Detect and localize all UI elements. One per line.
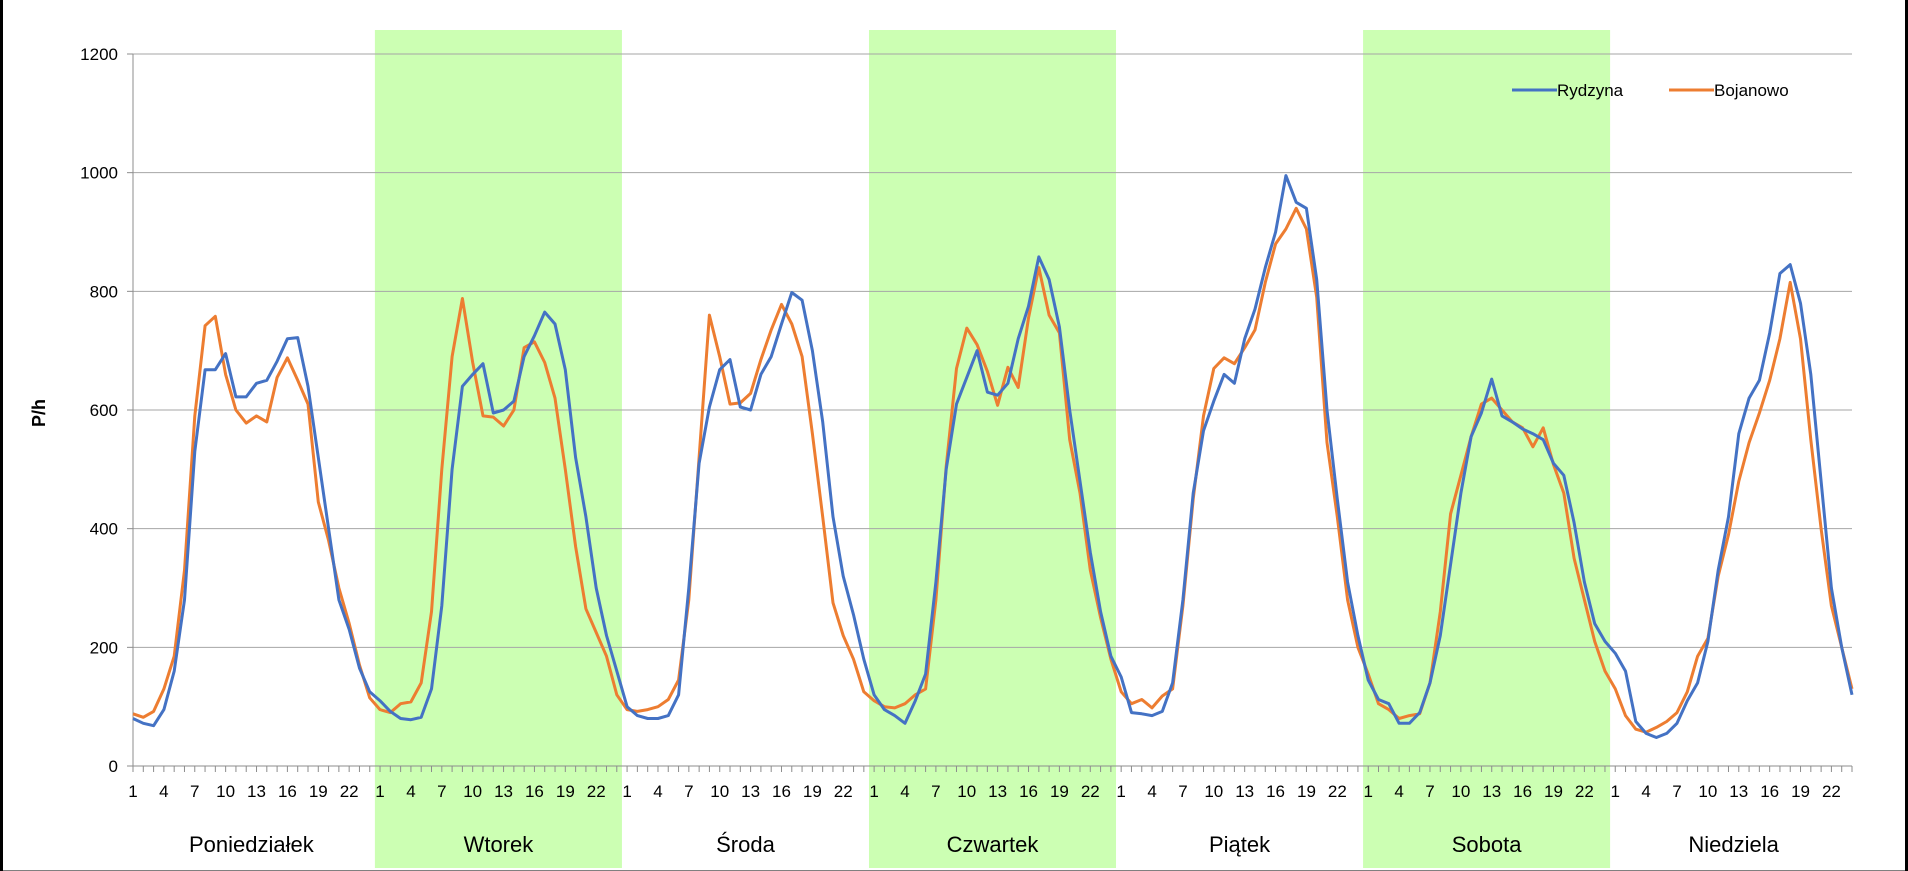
legend-label-rydzyna: Rydzyna	[1557, 81, 1624, 100]
x-tick-label: 13	[494, 782, 513, 801]
x-tick-label: 16	[1266, 782, 1285, 801]
x-tick-label: 22	[1081, 782, 1100, 801]
axes	[127, 53, 1853, 772]
x-tick-label: 4	[159, 782, 168, 801]
day-shade-Sobota	[1363, 30, 1611, 868]
x-tick-label: 1	[1363, 782, 1372, 801]
x-tick-label: 10	[957, 782, 976, 801]
x-tick-label: 19	[1050, 782, 1069, 801]
day-label: Niedziela	[1688, 832, 1779, 857]
x-tick-label: 7	[931, 782, 940, 801]
x-tick-label: 16	[525, 782, 544, 801]
gridlines	[133, 53, 1852, 648]
y-axis-label: P/h	[29, 399, 49, 427]
x-tick-label: 22	[1822, 782, 1841, 801]
y-tick-label: 400	[90, 520, 118, 539]
day-label: Piątek	[1209, 832, 1271, 857]
x-tick-label: 19	[1544, 782, 1563, 801]
day-label: Sobota	[1452, 832, 1522, 857]
x-tick-label: 19	[1297, 782, 1316, 801]
x-tick-label: 7	[1425, 782, 1434, 801]
series-line-bojanowo	[132, 206, 1854, 734]
x-tick-label: 16	[772, 782, 791, 801]
series-lines	[132, 174, 1854, 739]
x-tick-label: 22	[1575, 782, 1594, 801]
y-tick-label: 0	[109, 757, 118, 776]
x-tick-label: 1	[622, 782, 631, 801]
legend-label-bojanowo: Bojanowo	[1714, 81, 1789, 100]
x-tick-label: 7	[437, 782, 446, 801]
y-tick-label: 800	[90, 282, 118, 301]
x-tick-label: 7	[1178, 782, 1187, 801]
x-tick-label: 7	[1672, 782, 1681, 801]
x-tick-label: 7	[190, 782, 199, 801]
x-tick-label: 22	[587, 782, 606, 801]
x-tick-label: 19	[309, 782, 328, 801]
x-tick-label: 7	[684, 782, 693, 801]
y-tick-label: 200	[90, 638, 118, 657]
day-label: Poniedziałek	[189, 832, 315, 857]
x-tick-label: 10	[1204, 782, 1223, 801]
x-tick-label: 19	[803, 782, 822, 801]
y-tick-label: 1200	[80, 45, 118, 64]
axis-labels: 0 200 400 600 800 1000 1200 1 4 7 10 13 16 19 22 Ponied…	[80, 45, 1841, 857]
day-label: Środa	[716, 832, 775, 857]
x-tick-label: 22	[834, 782, 853, 801]
x-tick-label: 10	[710, 782, 729, 801]
x-tick-label: 16	[278, 782, 297, 801]
x-tick-label: 1	[869, 782, 878, 801]
x-tick-label: 4	[1641, 782, 1650, 801]
x-tick-label: 19	[1791, 782, 1810, 801]
x-tick-label: 4	[406, 782, 415, 801]
x-tick-label: 1	[1116, 782, 1125, 801]
x-tick-label: 13	[1482, 782, 1501, 801]
x-tick-label: 4	[1147, 782, 1156, 801]
x-tick-label: 16	[1760, 782, 1779, 801]
x-tick-label: 4	[1394, 782, 1403, 801]
x-tick-label: 13	[988, 782, 1007, 801]
x-tick-label: 10	[463, 782, 482, 801]
x-tick-label: 13	[1235, 782, 1254, 801]
x-tick-label: 19	[556, 782, 575, 801]
x-tick-label: 4	[900, 782, 909, 801]
day-label: Czwartek	[947, 832, 1040, 857]
day-label: Wtorek	[464, 832, 535, 857]
x-tick-label: 10	[1451, 782, 1470, 801]
x-tick-label: 16	[1019, 782, 1038, 801]
x-tick-label: 4	[653, 782, 662, 801]
x-tick-label: 1	[1611, 782, 1620, 801]
x-tick-label: 1	[128, 782, 137, 801]
x-tick-label: 10	[216, 782, 235, 801]
x-tick-label: 13	[741, 782, 760, 801]
x-tick-label: 13	[1729, 782, 1748, 801]
x-tick-label: 1	[375, 782, 384, 801]
series-line-rydzyna	[132, 174, 1854, 739]
y-tick-label: 600	[90, 401, 118, 420]
day-shading	[374, 30, 1611, 868]
x-tick-label: 22	[340, 782, 359, 801]
legend: Rydzyna Bojanowo	[1512, 81, 1789, 100]
x-tick-label: 22	[1328, 782, 1347, 801]
x-tick-label: 16	[1513, 782, 1532, 801]
x-tick-label: 13	[247, 782, 266, 801]
y-tick-label: 1000	[80, 164, 118, 183]
day-shade-Czwartek	[868, 30, 1117, 868]
day-shade-Wtorek	[374, 30, 622, 868]
x-tick-label: 10	[1698, 782, 1717, 801]
